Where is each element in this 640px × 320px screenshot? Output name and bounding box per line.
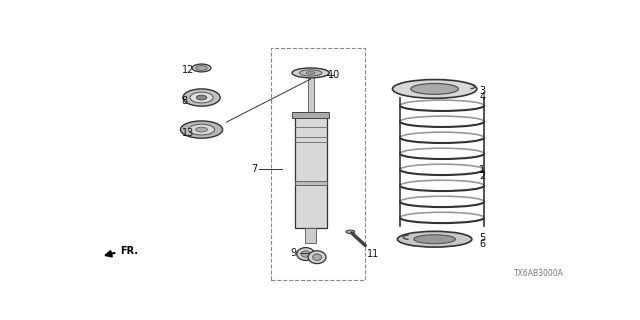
Ellipse shape xyxy=(392,80,477,98)
Ellipse shape xyxy=(297,248,315,260)
Ellipse shape xyxy=(308,251,326,264)
Ellipse shape xyxy=(196,95,207,100)
Bar xyxy=(308,70,314,117)
Text: 4: 4 xyxy=(479,92,485,102)
Ellipse shape xyxy=(414,235,456,244)
Ellipse shape xyxy=(301,251,310,257)
Ellipse shape xyxy=(312,254,321,260)
Bar xyxy=(305,228,316,243)
Ellipse shape xyxy=(292,68,329,78)
Text: 13: 13 xyxy=(182,128,194,138)
Text: 7: 7 xyxy=(251,164,257,174)
Bar xyxy=(292,112,329,118)
Text: 1: 1 xyxy=(479,165,485,175)
Bar xyxy=(294,117,327,228)
Ellipse shape xyxy=(196,66,207,70)
Text: 10: 10 xyxy=(328,70,340,80)
Ellipse shape xyxy=(183,89,220,106)
Ellipse shape xyxy=(397,231,472,247)
Text: 8: 8 xyxy=(182,96,188,106)
Text: 12: 12 xyxy=(182,65,194,76)
Bar xyxy=(271,48,365,280)
Ellipse shape xyxy=(346,230,355,234)
Ellipse shape xyxy=(188,124,214,135)
Ellipse shape xyxy=(196,127,207,132)
Ellipse shape xyxy=(180,121,223,138)
Ellipse shape xyxy=(411,84,458,94)
Text: 11: 11 xyxy=(367,249,379,259)
Text: 6: 6 xyxy=(479,239,485,249)
Text: TX6AB3000A: TX6AB3000A xyxy=(514,269,564,278)
Text: FR.: FR. xyxy=(120,246,138,256)
Ellipse shape xyxy=(300,70,322,76)
Text: 5: 5 xyxy=(479,233,486,243)
Ellipse shape xyxy=(190,92,213,103)
Ellipse shape xyxy=(306,71,315,74)
Text: 9: 9 xyxy=(291,248,297,258)
Ellipse shape xyxy=(192,64,211,72)
Text: 3: 3 xyxy=(479,86,485,96)
Text: 2: 2 xyxy=(479,172,486,181)
Bar xyxy=(294,181,327,185)
